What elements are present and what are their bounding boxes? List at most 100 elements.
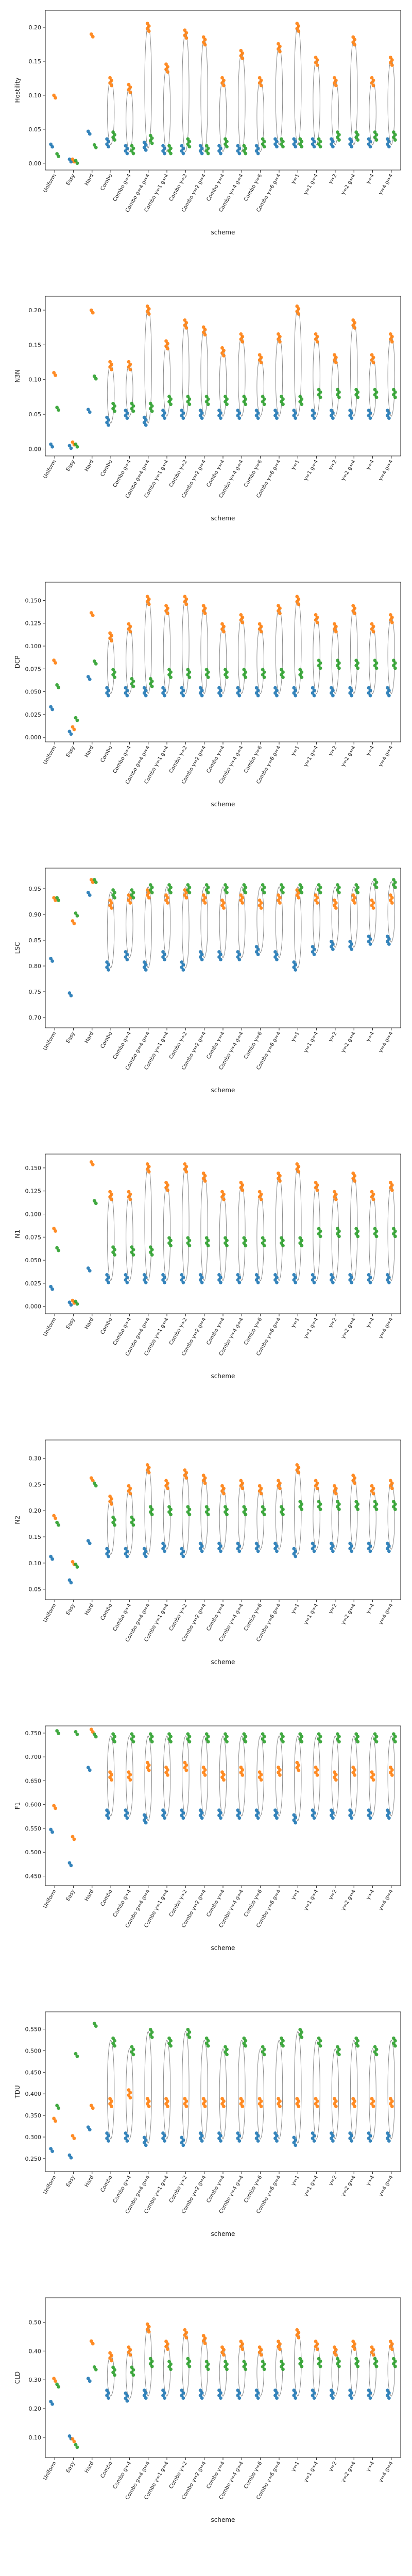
data-point	[86, 2125, 90, 2129]
data-point	[371, 83, 375, 88]
data-point	[388, 893, 392, 897]
data-point	[128, 367, 132, 371]
data-point	[314, 2340, 318, 2344]
y-tick-label: 0.550	[25, 2026, 42, 2033]
data-point	[113, 1523, 117, 1527]
x-axis-label: scheme	[211, 1087, 235, 1094]
data-point	[295, 888, 299, 892]
data-point	[225, 402, 229, 406]
data-point	[186, 137, 190, 141]
data-point	[273, 1278, 277, 1282]
data-point	[367, 414, 371, 418]
data-point	[385, 2388, 389, 2393]
data-point	[314, 2102, 318, 2106]
x-tick-label: γ=1	[290, 2175, 301, 2187]
data-point	[107, 1554, 111, 1558]
data-point	[350, 2391, 354, 2395]
x-tick-label: Combo γ=4	[205, 173, 226, 202]
data-point	[348, 940, 352, 943]
data-point	[187, 1735, 192, 1739]
data-point	[237, 411, 242, 415]
y-tick-label: 0.350	[25, 2112, 42, 2119]
data-point	[329, 2137, 333, 2140]
data-point	[393, 390, 397, 394]
data-point	[164, 2102, 168, 2106]
data-point	[110, 2099, 114, 2103]
data-point	[217, 409, 221, 413]
data-point	[147, 1768, 151, 1772]
data-point	[125, 693, 129, 698]
data-point	[391, 658, 396, 663]
data-point	[181, 1554, 185, 1558]
data-point	[107, 1276, 111, 1279]
data-point	[370, 2350, 374, 2354]
data-point	[111, 673, 115, 677]
data-point	[367, 1814, 371, 1818]
data-point	[368, 2139, 372, 2143]
x-tick-label: Hard	[84, 1603, 95, 1616]
x-tick-label: γ=4 g=4	[377, 459, 394, 482]
data-point	[55, 1246, 59, 1250]
data-point	[110, 367, 114, 371]
data-point	[387, 688, 391, 692]
data-point	[292, 137, 296, 141]
data-point	[198, 2394, 202, 2398]
data-point	[329, 1273, 333, 1277]
data-point	[277, 2340, 280, 2344]
data-point	[127, 893, 131, 897]
data-point	[262, 1513, 266, 1517]
data-point	[166, 347, 169, 351]
data-point	[373, 393, 377, 397]
x-tick-label: Combo γ=4	[205, 745, 226, 774]
data-point	[204, 400, 209, 404]
data-point	[187, 2030, 192, 2034]
data-point	[281, 1735, 285, 1739]
data-point	[256, 1276, 260, 1279]
x-tick-label: Combo	[100, 1317, 114, 1335]
data-point	[280, 668, 283, 672]
x-tick-label: Hard	[84, 459, 95, 472]
data-point	[367, 686, 371, 690]
data-point	[124, 414, 128, 418]
data-point	[353, 2099, 357, 2103]
data-point	[351, 609, 355, 613]
data-point	[393, 2364, 397, 2368]
violin-outline	[294, 2331, 302, 2397]
data-point	[261, 673, 265, 677]
data-point	[55, 896, 59, 900]
data-point	[186, 1732, 190, 1736]
data-point	[390, 1768, 394, 1772]
data-point	[183, 2102, 187, 2106]
data-point	[273, 142, 277, 146]
data-point	[317, 1737, 321, 1741]
data-point	[198, 2131, 202, 2135]
data-point	[166, 1183, 169, 1187]
x-tick-label: Hard	[84, 745, 95, 758]
violin-outline	[144, 886, 152, 969]
data-point	[180, 414, 184, 418]
data-point	[350, 140, 354, 144]
data-point	[147, 307, 151, 311]
data-point	[244, 1735, 248, 1739]
data-point	[356, 133, 360, 137]
data-point	[164, 339, 168, 343]
data-point	[312, 1276, 316, 1279]
x-tick-label: γ=1 g=4	[303, 1031, 319, 1054]
data-point	[356, 2359, 360, 2363]
data-point	[315, 2099, 319, 2103]
data-point	[275, 2391, 279, 2395]
data-point	[145, 27, 149, 30]
data-point	[387, 140, 391, 144]
data-point	[180, 1808, 184, 1812]
x-tick-label: γ=4	[365, 1889, 375, 1901]
violin-outline	[387, 59, 396, 145]
data-point	[94, 1735, 98, 1739]
data-point	[259, 1197, 263, 1201]
violin-outline	[182, 2331, 190, 2397]
violin-outline	[219, 349, 227, 417]
data-point	[354, 2041, 358, 2045]
data-point	[298, 888, 302, 892]
x-tick-label: γ=1 g=4	[303, 2461, 319, 2483]
data-point	[86, 1539, 90, 1543]
data-point	[331, 947, 335, 951]
